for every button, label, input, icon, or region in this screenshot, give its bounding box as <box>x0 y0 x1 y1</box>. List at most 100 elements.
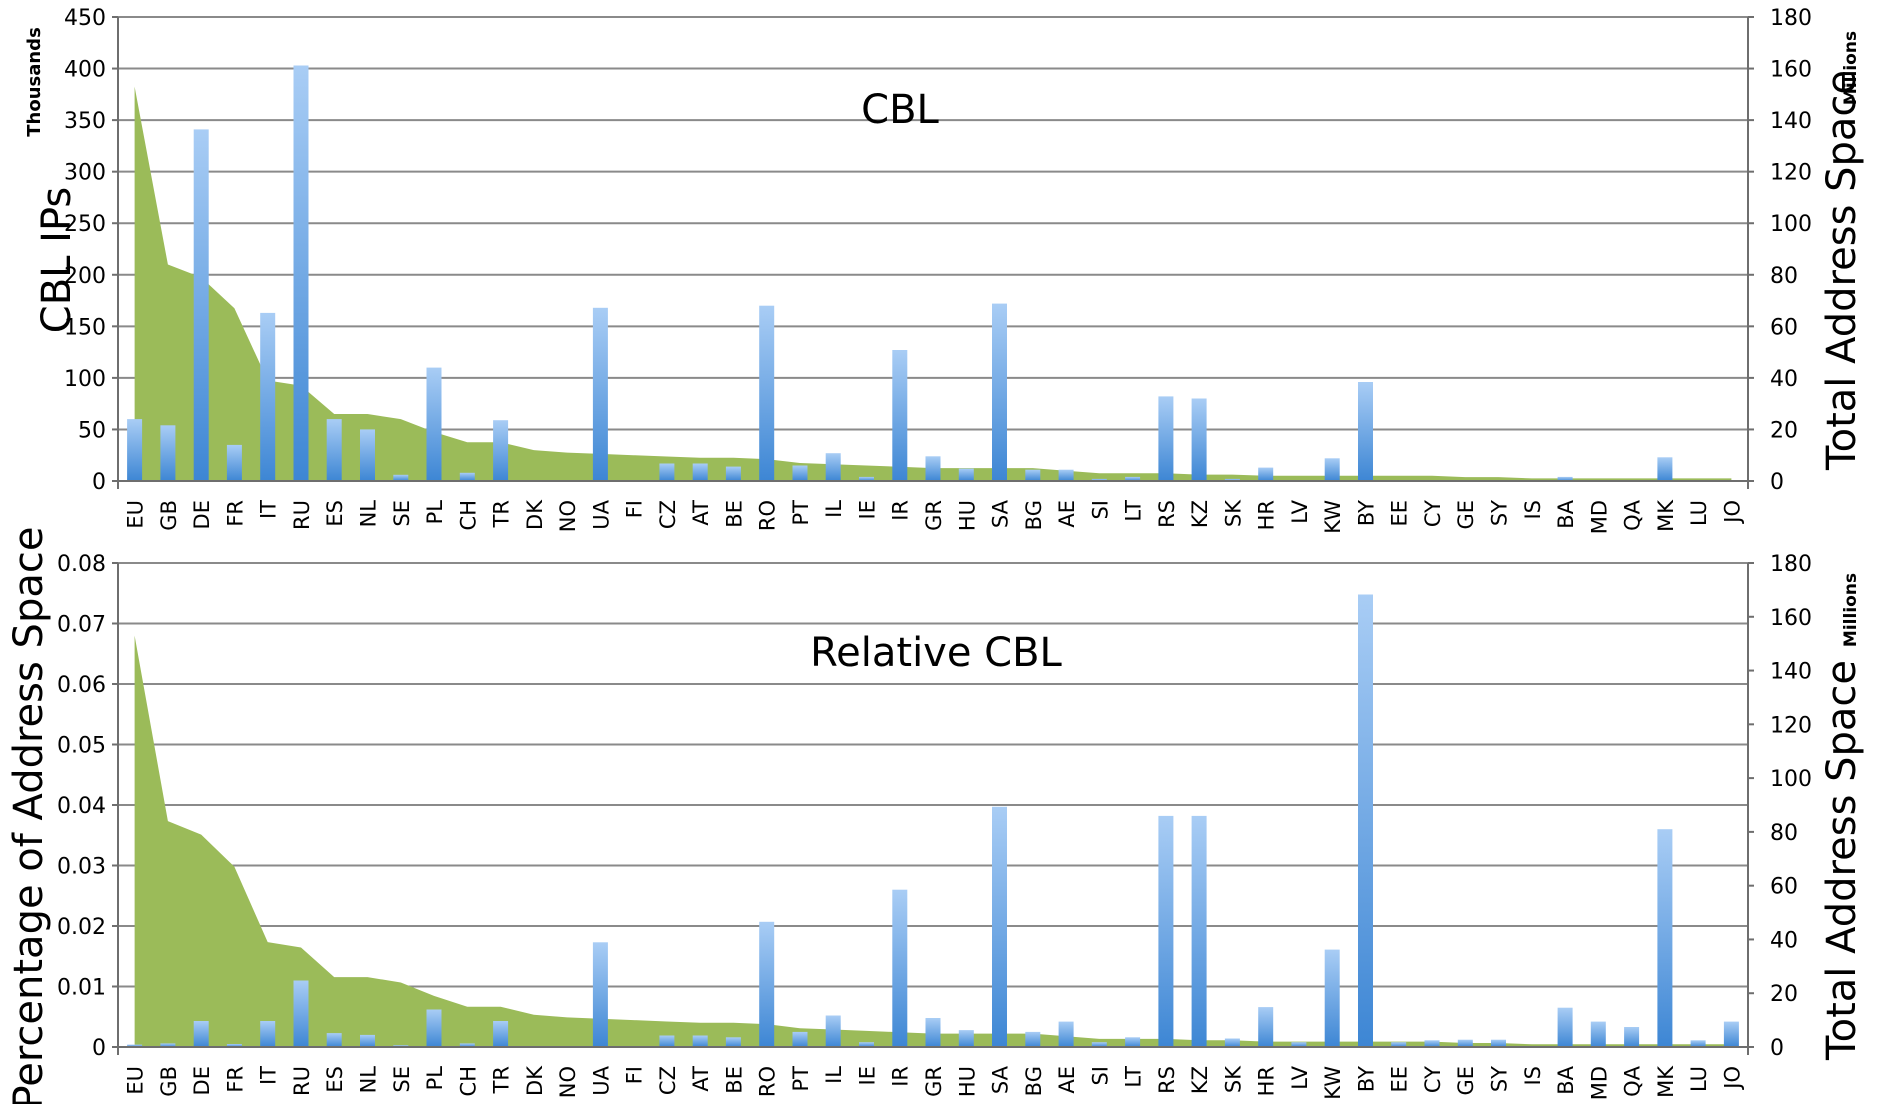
relative-cbl-bar-jo <box>1723 1021 1739 1047</box>
cbl-left-tick-label: 250 <box>64 212 106 237</box>
relative-cbl-left-tick-label: 0 <box>92 1036 106 1061</box>
relative-cbl-bar-ir <box>892 889 908 1047</box>
cbl-category-label: QA <box>1621 499 1645 531</box>
relative-cbl-right-tick-label: 160 <box>1770 606 1812 631</box>
relative-cbl-category-label: TR <box>490 1066 514 1094</box>
relative-cbl-right-tick-label: 0 <box>1770 1036 1784 1061</box>
cbl-category-label: BE <box>722 500 746 528</box>
relative-cbl-left-tick-labels: 0 0.01 0.02 0.03 0.04 0.05 0.06 0.07 0.08 <box>57 552 106 1061</box>
cbl-left-tick-label: 350 <box>64 109 106 134</box>
relative-cbl-right-tick-label: 20 <box>1770 982 1798 1007</box>
cbl-bar-gb <box>160 425 176 481</box>
relative-cbl-category-label: BG <box>1022 1066 1046 1096</box>
cbl-bar-at <box>692 463 708 481</box>
relative-cbl-category-label: FR <box>223 1066 247 1093</box>
relative-cbl-left-axis-title: Percentage of Address Space <box>6 527 52 1104</box>
cbl-category-label: AT <box>689 500 713 526</box>
relative-cbl-bar-ee <box>1391 1042 1407 1047</box>
cbl-category-label: GB <box>157 500 181 531</box>
relative-cbl-category-label: CZ <box>656 1066 680 1095</box>
relative-cbl-right-tick-labels: 0 20 40 60 80 100 120 140 160 180 <box>1770 552 1812 1061</box>
cbl-right-tick-label: 180 <box>1770 6 1812 31</box>
cbl-category-labels: EU GB DE FR IT RU ES NL SE PL CH TR DK NO UA FI CZ AT BE RO… <box>124 499 1745 535</box>
cbl-chart: 0 50 100 150 200 250 300 350 400 450 0 20 40 60 80 100… <box>24 6 1865 534</box>
cbl-bar-ie <box>859 476 874 481</box>
relative-cbl-category-label: CH <box>456 1066 480 1096</box>
relative-cbl-bar-lt <box>1125 1037 1141 1047</box>
relative-cbl-bar-pl <box>426 1009 442 1047</box>
cbl-category-label: BY <box>1354 500 1378 526</box>
relative-cbl-bar-hu <box>958 1030 974 1047</box>
relative-cbl-category-labels: EU GB DE FR IT RU ES NL SE PL CH TR DK NO UA FI CZ AT BE RO… <box>124 1065 1745 1101</box>
cbl-category-label: MK <box>1654 499 1678 532</box>
relative-cbl-bar-sa <box>992 806 1007 1047</box>
relative-cbl-right-tick-label: 180 <box>1770 552 1812 577</box>
relative-cbl-left-tick-label: 0.03 <box>57 855 106 880</box>
relative-cbl-category-label: IR <box>889 1066 913 1087</box>
relative-cbl-category-label: KZ <box>1188 1066 1212 1094</box>
relative-cbl-left-tick-label: 0.06 <box>57 673 106 698</box>
cbl-left-tick-label: 100 <box>64 367 106 392</box>
relative-cbl-category-label: RO <box>756 1066 780 1097</box>
relative-cbl-category-label: PT <box>789 1066 813 1092</box>
cbl-category-label: CZ <box>656 500 680 529</box>
relative-cbl-right-tick-label: 40 <box>1770 928 1798 953</box>
cbl-category-label: IT <box>257 500 281 519</box>
cbl-category-label: IE <box>856 500 880 519</box>
relative-cbl-category-label: EU <box>124 1066 148 1095</box>
relative-cbl-bar-es <box>326 1033 342 1047</box>
cbl-category-label: RO <box>756 500 780 531</box>
cbl-left-tick-label: 150 <box>64 315 106 340</box>
cbl-address-space-area <box>134 86 1732 481</box>
relative-cbl-address-space-area <box>134 635 1732 1047</box>
cbl-bar-mk <box>1657 457 1673 481</box>
relative-cbl-bar-sy <box>1491 1039 1506 1047</box>
relative-cbl-category-label: PL <box>423 1066 447 1091</box>
relative-cbl-bar-il <box>825 1015 841 1047</box>
relative-cbl-bar-lu <box>1690 1040 1706 1047</box>
cbl-category-label: SY <box>1488 500 1512 526</box>
cbl-left-tick-label: 0 <box>92 470 106 495</box>
relative-cbl-category-label: AT <box>689 1066 713 1092</box>
cbl-bar-de <box>193 129 209 481</box>
relative-cbl-right-axis-title: Total Address Space <box>1819 660 1865 1061</box>
cbl-bar-se <box>393 474 409 481</box>
relative-cbl-address-space-area <box>134 635 1732 1047</box>
relative-cbl-category-label: CY <box>1421 1066 1445 1093</box>
cbl-category-label: IR <box>889 500 913 521</box>
relative-cbl-right-tick-label: 60 <box>1770 875 1798 900</box>
relative-cbl-category-label: EE <box>1388 1066 1412 1093</box>
relative-cbl-category-label: MK <box>1654 1065 1678 1098</box>
relative-cbl-category-label: HU <box>955 1066 979 1097</box>
cbl-category-label: KW <box>1321 500 1345 534</box>
relative-cbl-category-label: AE <box>1055 1066 1079 1094</box>
relative-cbl-bar-bg <box>1025 1031 1041 1047</box>
relative-cbl-category-label: SE <box>390 1066 414 1093</box>
cbl-right-tick-label: 120 <box>1770 161 1812 186</box>
cbl-right-tick-label: 40 <box>1770 367 1798 392</box>
cbl-category-label: HU <box>955 500 979 531</box>
relative-cbl-category-label: SA <box>989 1065 1013 1094</box>
relative-cbl-bar-eu <box>127 1044 143 1047</box>
cbl-axes <box>112 16 1754 489</box>
relative-cbl-category-label: DK <box>523 1065 547 1096</box>
relative-cbl-bar-at <box>692 1035 708 1047</box>
relative-cbl-category-label: LT <box>1122 1066 1146 1088</box>
cbl-category-label: ES <box>323 500 347 527</box>
relative-cbl-bar-lv <box>1291 1042 1307 1047</box>
relative-cbl-bars <box>127 594 1739 1047</box>
relative-cbl-category-label: JO <box>1720 1066 1744 1091</box>
relative-cbl-bar-ge <box>1457 1039 1473 1047</box>
cbl-category-label: EU <box>124 500 148 529</box>
cbl-category-label: MD <box>1587 500 1611 534</box>
relative-cbl-category-label: SI <box>1088 1066 1112 1086</box>
cbl-bar-it <box>260 312 276 481</box>
cbl-category-label: UA <box>589 499 613 529</box>
cbl-category-label: PL <box>423 500 447 525</box>
relative-cbl-bar-gb <box>160 1043 176 1047</box>
cbl-left-tick-label: 50 <box>78 418 106 443</box>
cbl-right-tick-label: 20 <box>1770 418 1798 443</box>
relative-cbl-axes <box>112 562 1754 1055</box>
cbl-bar-pl <box>426 367 442 481</box>
